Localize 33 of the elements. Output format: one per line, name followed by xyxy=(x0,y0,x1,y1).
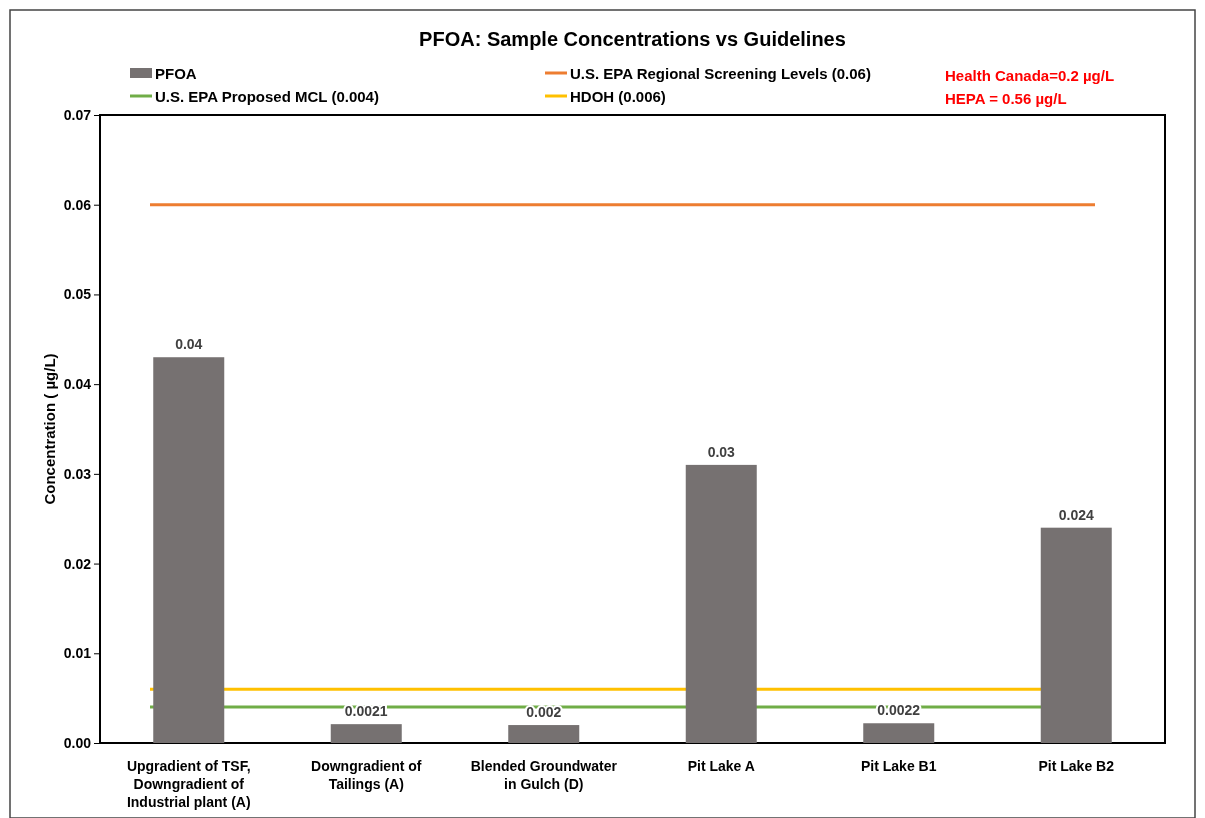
bar xyxy=(330,724,402,743)
y-tick-label: 0.02 xyxy=(63,555,92,572)
data-label: 0.024 xyxy=(1058,506,1094,523)
bar xyxy=(685,464,757,743)
x-tick-label: Pit Lake A xyxy=(687,758,755,774)
data-label: 0.0021 xyxy=(344,703,388,720)
legend-label: U.S. EPA Proposed MCL (0.004) xyxy=(155,88,379,105)
x-tick-label: Pit Lake B1 xyxy=(861,758,937,774)
y-tick-label: 0.03 xyxy=(63,465,92,482)
data-label: 0.04 xyxy=(175,336,203,353)
x-tick-label: Upgradient of TSF, Downgradient of Industrial plant (A) xyxy=(126,758,251,810)
chart-title: PFOA: Sample Concentrations vs Guidelines xyxy=(419,28,846,50)
y-tick-label: 0.00 xyxy=(63,734,92,751)
x-tick-label: Downgradient of Tailings (A) xyxy=(311,758,422,792)
bar xyxy=(863,723,935,743)
data-label: 0.002 xyxy=(526,704,562,721)
legend-label: HDOH (0.006) xyxy=(570,88,666,105)
bar xyxy=(153,357,225,743)
y-tick-label: 0.04 xyxy=(63,376,92,393)
legend-label: PFOA xyxy=(155,65,197,82)
text: HEPA = 0.56 µg/L xyxy=(945,90,1067,107)
y-tick-label: 0.05 xyxy=(63,286,92,303)
y-tick-label: 0.06 xyxy=(63,196,92,213)
bar xyxy=(1040,527,1112,743)
legend-label: U.S. EPA Regional Screening Levels (0.06) xyxy=(570,65,871,82)
x-tick-label: Blended Groundwater in Gulch (D) xyxy=(470,758,618,792)
data-label: 0.03 xyxy=(707,443,736,460)
y-tick-label: 0.01 xyxy=(63,645,92,662)
y-tick-label: 0.07 xyxy=(63,106,92,123)
x-tick-label: Pit Lake B2 xyxy=(1038,758,1115,774)
y-axis-title: Concentration ( µg/L) xyxy=(41,353,58,505)
bar xyxy=(508,725,580,743)
text: Health Canada=0.2 µg/L xyxy=(945,67,1115,84)
